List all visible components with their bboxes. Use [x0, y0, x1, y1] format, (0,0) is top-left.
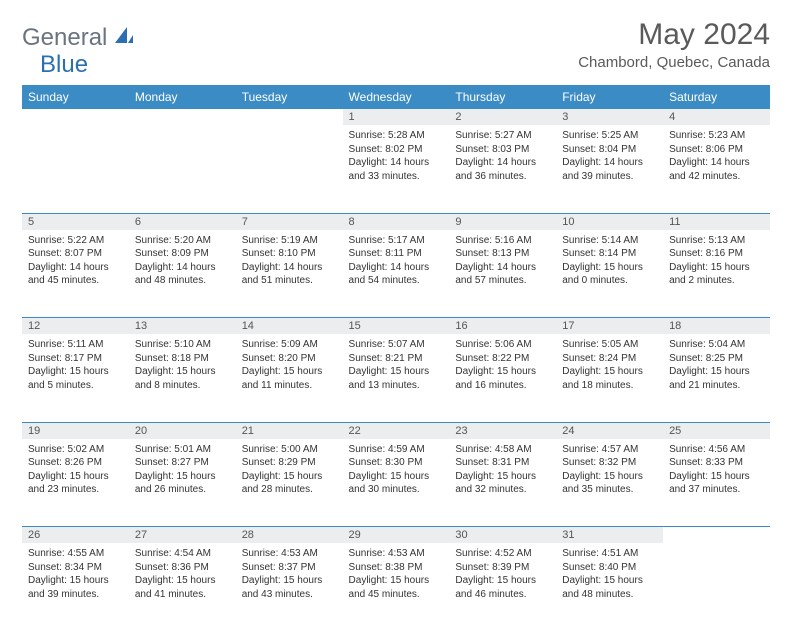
day-content-cell: Sunrise: 5:00 AMSunset: 8:29 PMDaylight:…	[236, 439, 343, 527]
month-title: May 2024	[578, 18, 770, 52]
day-content-cell: Sunrise: 4:54 AMSunset: 8:36 PMDaylight:…	[129, 543, 236, 631]
day-content-cell: Sunrise: 5:16 AMSunset: 8:13 PMDaylight:…	[449, 230, 556, 318]
day-number-row: 12131415161718	[22, 318, 770, 335]
day-number-cell: 4	[663, 109, 770, 125]
day-number-cell: 21	[236, 422, 343, 439]
day-number-cell	[663, 527, 770, 544]
day-content-cell: Sunrise: 5:01 AMSunset: 8:27 PMDaylight:…	[129, 439, 236, 527]
day-number-cell: 9	[449, 213, 556, 230]
day-number-cell: 2	[449, 109, 556, 125]
day-number-cell: 31	[556, 527, 663, 544]
logo-sail-icon	[113, 25, 135, 52]
day-content-cell: Sunrise: 5:28 AMSunset: 8:02 PMDaylight:…	[343, 125, 450, 213]
day-content-cell: Sunrise: 5:27 AMSunset: 8:03 PMDaylight:…	[449, 125, 556, 213]
day-content-cell: Sunrise: 4:52 AMSunset: 8:39 PMDaylight:…	[449, 543, 556, 631]
day-content-cell	[236, 125, 343, 213]
day-content-cell: Sunrise: 4:55 AMSunset: 8:34 PMDaylight:…	[22, 543, 129, 631]
day-header: Wednesday	[343, 85, 450, 109]
day-header: Sunday	[22, 85, 129, 109]
day-number-cell: 10	[556, 213, 663, 230]
logo-text-blue: Blue	[40, 51, 88, 79]
day-content-cell: Sunrise: 5:07 AMSunset: 8:21 PMDaylight:…	[343, 334, 450, 422]
day-content-cell: Sunrise: 5:11 AMSunset: 8:17 PMDaylight:…	[22, 334, 129, 422]
day-content-row: Sunrise: 5:02 AMSunset: 8:26 PMDaylight:…	[22, 439, 770, 527]
day-content-cell: Sunrise: 5:09 AMSunset: 8:20 PMDaylight:…	[236, 334, 343, 422]
day-number-cell: 17	[556, 318, 663, 335]
day-content-cell: Sunrise: 4:53 AMSunset: 8:38 PMDaylight:…	[343, 543, 450, 631]
day-number-cell: 28	[236, 527, 343, 544]
day-content-cell	[129, 125, 236, 213]
day-number-cell: 1	[343, 109, 450, 125]
day-content-cell: Sunrise: 4:57 AMSunset: 8:32 PMDaylight:…	[556, 439, 663, 527]
day-content-cell: Sunrise: 4:51 AMSunset: 8:40 PMDaylight:…	[556, 543, 663, 631]
day-content-cell: Sunrise: 5:13 AMSunset: 8:16 PMDaylight:…	[663, 230, 770, 318]
day-number-row: 1234	[22, 109, 770, 125]
day-content-cell: Sunrise: 5:05 AMSunset: 8:24 PMDaylight:…	[556, 334, 663, 422]
day-content-cell: Sunrise: 5:25 AMSunset: 8:04 PMDaylight:…	[556, 125, 663, 213]
day-number-cell: 13	[129, 318, 236, 335]
day-number-cell: 23	[449, 422, 556, 439]
day-number-cell: 12	[22, 318, 129, 335]
day-content-cell: Sunrise: 4:53 AMSunset: 8:37 PMDaylight:…	[236, 543, 343, 631]
day-content-cell	[22, 125, 129, 213]
day-number-cell: 3	[556, 109, 663, 125]
day-content-cell: Sunrise: 5:17 AMSunset: 8:11 PMDaylight:…	[343, 230, 450, 318]
day-number-cell: 7	[236, 213, 343, 230]
day-content-row: Sunrise: 4:55 AMSunset: 8:34 PMDaylight:…	[22, 543, 770, 631]
day-header: Monday	[129, 85, 236, 109]
day-number-cell	[236, 109, 343, 125]
day-number-cell: 24	[556, 422, 663, 439]
day-number-cell: 8	[343, 213, 450, 230]
day-number-cell: 16	[449, 318, 556, 335]
day-content-cell: Sunrise: 4:59 AMSunset: 8:30 PMDaylight:…	[343, 439, 450, 527]
day-number-row: 567891011	[22, 213, 770, 230]
calendar-table: SundayMondayTuesdayWednesdayThursdayFrid…	[22, 85, 770, 631]
day-number-cell: 22	[343, 422, 450, 439]
day-number-cell: 20	[129, 422, 236, 439]
day-header-row: SundayMondayTuesdayWednesdayThursdayFrid…	[22, 85, 770, 109]
day-number-cell: 15	[343, 318, 450, 335]
day-content-cell: Sunrise: 5:22 AMSunset: 8:07 PMDaylight:…	[22, 230, 129, 318]
day-content-cell: Sunrise: 4:58 AMSunset: 8:31 PMDaylight:…	[449, 439, 556, 527]
day-number-cell	[129, 109, 236, 125]
day-content-cell: Sunrise: 5:19 AMSunset: 8:10 PMDaylight:…	[236, 230, 343, 318]
day-number-row: 262728293031	[22, 527, 770, 544]
day-content-cell: Sunrise: 5:23 AMSunset: 8:06 PMDaylight:…	[663, 125, 770, 213]
day-number-cell: 29	[343, 527, 450, 544]
day-number-cell: 18	[663, 318, 770, 335]
day-content-row: Sunrise: 5:28 AMSunset: 8:02 PMDaylight:…	[22, 125, 770, 213]
day-content-row: Sunrise: 5:11 AMSunset: 8:17 PMDaylight:…	[22, 334, 770, 422]
day-header: Friday	[556, 85, 663, 109]
day-number-cell	[22, 109, 129, 125]
day-content-cell: Sunrise: 4:56 AMSunset: 8:33 PMDaylight:…	[663, 439, 770, 527]
day-number-cell: 19	[22, 422, 129, 439]
day-content-cell: Sunrise: 5:06 AMSunset: 8:22 PMDaylight:…	[449, 334, 556, 422]
day-header: Saturday	[663, 85, 770, 109]
day-header: Thursday	[449, 85, 556, 109]
day-number-cell: 27	[129, 527, 236, 544]
day-content-cell: Sunrise: 5:20 AMSunset: 8:09 PMDaylight:…	[129, 230, 236, 318]
day-content-row: Sunrise: 5:22 AMSunset: 8:07 PMDaylight:…	[22, 230, 770, 318]
day-number-cell: 6	[129, 213, 236, 230]
title-block: May 2024 Chambord, Quebec, Canada	[578, 18, 770, 71]
logo: General	[22, 24, 137, 52]
location: Chambord, Quebec, Canada	[578, 54, 770, 71]
day-content-cell: Sunrise: 5:10 AMSunset: 8:18 PMDaylight:…	[129, 334, 236, 422]
day-number-cell: 25	[663, 422, 770, 439]
day-content-cell	[663, 543, 770, 631]
day-number-row: 19202122232425	[22, 422, 770, 439]
day-number-cell: 5	[22, 213, 129, 230]
day-header: Tuesday	[236, 85, 343, 109]
day-number-cell: 30	[449, 527, 556, 544]
logo-text-general: General	[22, 24, 107, 52]
day-content-cell: Sunrise: 5:14 AMSunset: 8:14 PMDaylight:…	[556, 230, 663, 318]
day-number-cell: 14	[236, 318, 343, 335]
day-number-cell: 11	[663, 213, 770, 230]
day-content-cell: Sunrise: 5:02 AMSunset: 8:26 PMDaylight:…	[22, 439, 129, 527]
day-number-cell: 26	[22, 527, 129, 544]
day-content-cell: Sunrise: 5:04 AMSunset: 8:25 PMDaylight:…	[663, 334, 770, 422]
